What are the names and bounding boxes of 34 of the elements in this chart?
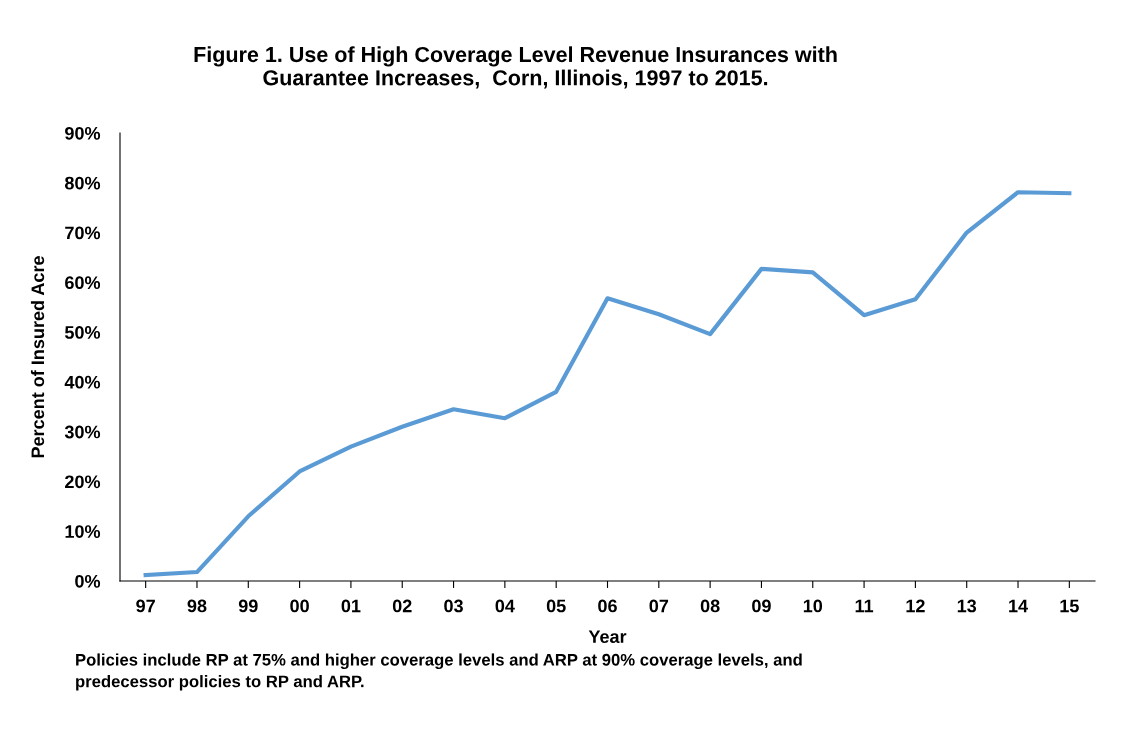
- y-tick-label: 70%: [65, 226, 101, 240]
- y-tick-label: 20%: [65, 475, 101, 489]
- x-tick-label: 97: [136, 599, 155, 613]
- y-tick-label: 10%: [65, 525, 101, 538]
- x-tick-label: 01: [341, 599, 361, 613]
- y-tick-label: 0%: [75, 574, 101, 588]
- x-tick-label: 98: [187, 599, 207, 613]
- x-tick-label: 09: [752, 599, 771, 613]
- x-tick-label: 06: [598, 599, 617, 613]
- x-axis-title: Year: [588, 630, 627, 644]
- x-tick-label: 00: [290, 599, 309, 613]
- y-tick-label: 30%: [64, 425, 101, 439]
- x-tick-label: 11: [855, 599, 874, 613]
- x-tick-label: 15: [1060, 599, 1079, 613]
- chart-title: Figure 1. Use of High Coverage Level Revenue Insurances with Guarantee Increases, Corn, Illinois, 1997 to 2015.: [194, 46, 837, 89]
- y-tick-label: 60%: [65, 276, 101, 290]
- text: Policies include RP at 75% and higher coverage levels and ARP at 90% coverage levels, and predecessor policies to RP and ARP.: [76, 653, 802, 691]
- x-tick-label: 03: [444, 599, 463, 613]
- x-tick-label: 08: [700, 599, 720, 613]
- y-tick-label: 40%: [64, 375, 101, 389]
- line-series: [143, 190, 1072, 578]
- x-tick-label: 07: [649, 599, 669, 613]
- x-tick-label: 14: [1009, 599, 1028, 613]
- x-tick-label: 04: [495, 599, 515, 613]
- y-tick-label: 90%: [65, 126, 101, 140]
- x-tick-label: 12: [906, 599, 925, 613]
- y-tick-label: 50%: [64, 326, 101, 339]
- x-tick-label: 99: [238, 599, 258, 613]
- x-tick-label: 02: [392, 599, 412, 613]
- y-tick-label: 80%: [64, 176, 101, 190]
- x-tick-label: 05: [546, 599, 566, 613]
- x-tick-label: 10: [803, 599, 823, 613]
- y-axis-title: Percent of Insured Acre: [30, 256, 45, 458]
- x-tick-label: 13: [957, 599, 977, 613]
